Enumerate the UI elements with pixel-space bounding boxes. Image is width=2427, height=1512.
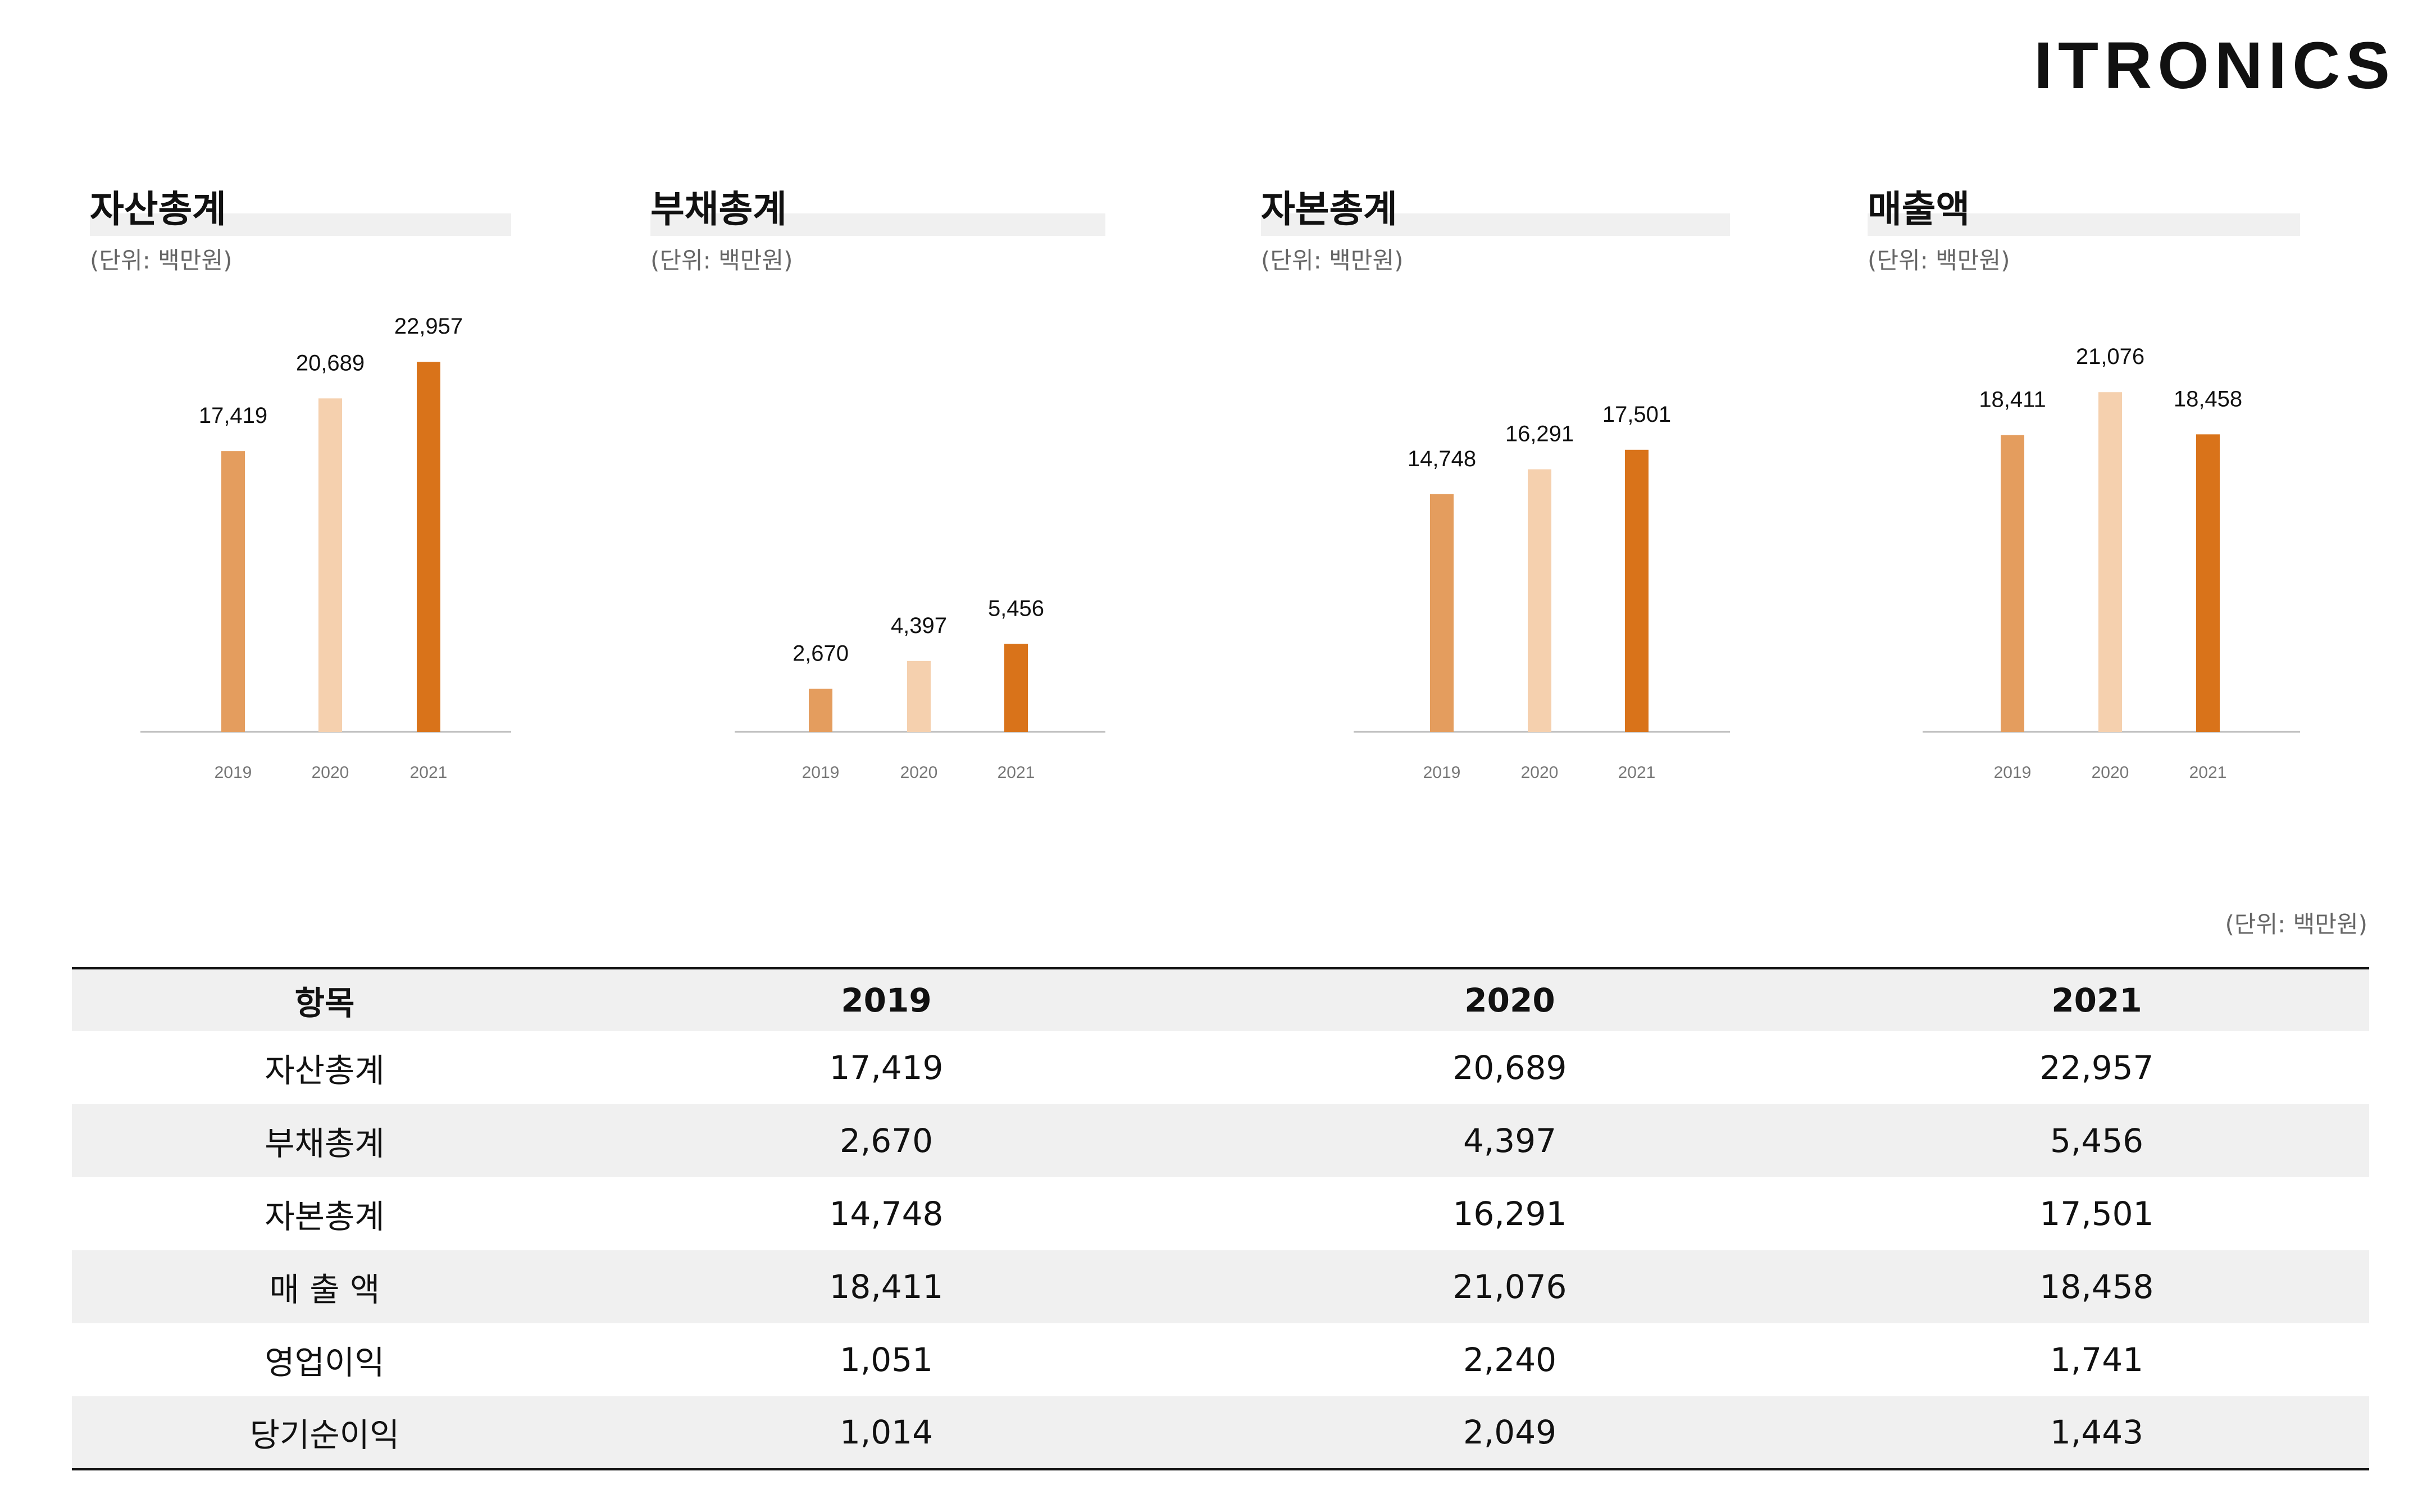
chart-title: 자산총계 [90,188,226,231]
cell-2019: 1,051 [839,1341,934,1379]
row-label: 매 출 액 [269,1270,380,1309]
bar-2019 [2001,435,2024,732]
bar-chart-svg: 17,419 2019 20,689 2020 22,957 2021 [140,314,511,782]
bar-2020 [2098,392,2122,732]
chart-unit-label: (단위: 백만원) [1868,247,2010,274]
bar-2021 [2196,434,2220,732]
data-label: 17,419 [199,403,267,428]
bar-2019 [221,451,245,732]
data-label: 18,458 [2174,386,2242,411]
x-tick-label: 2019 [802,763,840,782]
header-2020: 2020 [1464,981,1555,1019]
cell-2019: 1,014 [839,1413,934,1451]
table-row: 영업이익 1,051 2,240 1,741 [72,1323,2369,1396]
bar-2020 [1528,469,1551,732]
x-tick-label: 2020 [900,763,938,782]
logo-text: ITRONICS [2034,29,2396,103]
cell-2021: 1,443 [2050,1413,2144,1451]
table-row: 매 출 액 18,411 21,076 18,458 [72,1250,2369,1323]
data-label: 21,076 [2076,344,2144,369]
cell-2021: 22,957 [2039,1049,2154,1087]
x-tick-label: 2020 [312,763,349,782]
header-2021: 2021 [2051,981,2142,1019]
bar-chart-svg: 2,670 2019 4,397 2020 5,456 2021 [735,596,1105,782]
header-2019: 2019 [841,981,932,1019]
chart-unit-label: (단위: 백만원) [90,247,233,274]
table-row: 부채총계 2,670 4,397 5,456 [72,1104,2369,1177]
x-tick-label: 2019 [1423,763,1461,782]
chart-panel-revenue: 매출액 (단위: 백만원) 18,411 2019 21,076 2020 18,458… [1868,185,2300,814]
chart-title: 자본총계 [1261,188,1397,231]
data-label: 5,456 [988,596,1044,621]
cell-2021: 17,501 [2039,1195,2154,1233]
bar-chart-svg: 14,748 2019 16,291 2020 17,501 2021 [1354,402,1730,782]
row-label: 자본총계 [265,1197,385,1236]
row-label: 자산총계 [265,1051,385,1090]
header-item: 항목 [294,984,355,1022]
title-underline-bar [1261,213,1730,236]
x-tick-label: 2021 [410,763,448,782]
x-tick-label: 2021 [998,763,1035,782]
table-row: 당기순이익 1,014 2,049 1,443 [72,1396,2369,1469]
bar-2021 [417,362,440,732]
cell-2020: 4,397 [1463,1122,1557,1160]
cell-2021: 5,456 [2050,1122,2144,1160]
bar-2020 [907,661,931,732]
cell-2020: 20,689 [1452,1049,1567,1087]
cell-2019: 18,411 [829,1268,944,1306]
x-tick-label: 2019 [1994,763,2032,782]
table-header-row: 항목 2019 2020 2021 [72,968,2369,1031]
table-unit-label: (단위: 백만원) [2225,910,2367,938]
table-row: 자본총계 14,748 16,291 17,501 [72,1177,2369,1250]
chart-title: 부채총계 [650,188,787,231]
bar-2019 [1430,494,1454,732]
data-label: 16,291 [1505,422,1574,447]
cell-2019: 14,748 [829,1195,944,1233]
data-label: 22,957 [394,314,463,339]
chart-panel-total-assets: 자산총계 (단위: 백만원) 17,419 2019 20,689 2020 22,95… [90,185,511,814]
bar-2020 [318,398,342,732]
cell-2020: 2,049 [1463,1413,1557,1451]
row-label: 당기순이익 [249,1416,400,1454]
cell-2021: 1,741 [2050,1341,2144,1379]
x-tick-label: 2020 [1521,763,1559,782]
chart-unit-label: (단위: 백만원) [1261,247,1404,274]
cell-2020: 2,240 [1463,1341,1557,1379]
itronics-logo: ITRONICS [2034,33,2396,99]
data-label: 2,670 [793,641,849,666]
table-row: 자산총계 17,419 20,689 22,957 [72,1031,2369,1104]
data-label: 18,411 [1979,388,2046,412]
row-label: 영업이익 [265,1344,385,1382]
data-label: 4,397 [891,613,947,638]
bar-2021 [1625,449,1649,732]
cell-2020: 16,291 [1452,1195,1567,1233]
row-label: 부채총계 [265,1124,385,1163]
data-label: 17,501 [1602,402,1671,427]
cell-2021: 18,458 [2039,1268,2154,1306]
x-tick-label: 2020 [2092,763,2129,782]
x-tick-label: 2019 [215,763,252,782]
cell-2020: 21,076 [1452,1268,1567,1306]
bar-chart-svg: 18,411 2019 21,076 2020 18,458 2021 [1923,344,2300,782]
title-underline-bar [90,213,511,236]
data-label: 14,748 [1408,447,1476,471]
cell-2019: 2,670 [839,1122,934,1160]
bar-2019 [809,689,832,732]
chart-panel-total-equity: 자본총계 (단위: 백만원) 14,748 2019 16,291 2020 17,50… [1261,185,1730,814]
chart-panel-total-liabilities: 부채총계 (단위: 백만원) 2,670 2019 4,397 2020 5,456 20… [650,185,1105,814]
chart-title: 매출액 [1868,188,1970,231]
bar-2021 [1004,644,1028,732]
title-underline-bar [650,213,1105,236]
financial-summary-table: 항목 2019 2020 2021 자산총계 17,419 20,689 22,… [72,967,2369,1470]
cell-2019: 17,419 [829,1049,944,1087]
x-tick-label: 2021 [2189,763,2227,782]
title-underline-bar [1868,213,2300,236]
data-label: 20,689 [296,350,365,375]
chart-unit-label: (단위: 백만원) [650,247,793,274]
x-tick-label: 2021 [1618,763,1656,782]
